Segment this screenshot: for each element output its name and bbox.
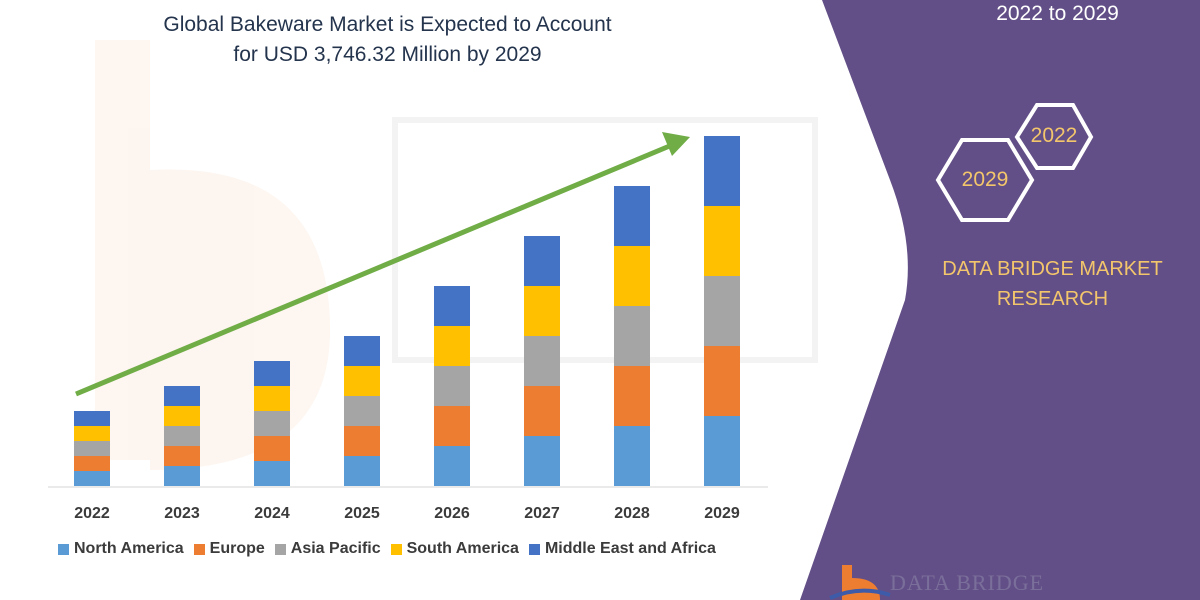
bar-segment-2027-3 [524, 286, 560, 336]
bar-segment-2023-0 [164, 466, 200, 486]
logo-text: DATA BRIDGE [890, 570, 1045, 595]
legend-item: North America [58, 540, 184, 558]
bar-segment-2026-1 [434, 406, 470, 446]
legend-label: Europe [209, 540, 265, 557]
bar-segment-2023-2 [164, 426, 200, 446]
x-tick-label: 2028 [614, 505, 650, 522]
bar-segment-2022-0 [74, 471, 110, 486]
bar-segment-2028-2 [614, 306, 650, 366]
bar-segment-2029-1 [704, 346, 740, 416]
bar-segment-2023-3 [164, 406, 200, 426]
x-tick-label: 2027 [524, 505, 560, 522]
bar-segment-2024-4 [254, 361, 290, 386]
bar-segment-2022-4 [74, 411, 110, 426]
legend-label: Middle East and Africa [544, 540, 716, 557]
title-line-2: for USD 3,746.32 Million by 2029 [233, 43, 542, 66]
legend-swatch [58, 543, 69, 555]
bar-segment-2027-1 [524, 386, 560, 436]
bar-segment-2028-1 [614, 366, 650, 426]
x-tick-label: 2022 [74, 505, 110, 522]
bar-segment-2027-0 [524, 436, 560, 486]
x-tick-label: 2024 [254, 505, 290, 522]
page-title: Global Bakeware Market is Expected to Ac… [90, 10, 685, 70]
legend-label: South America [406, 540, 519, 557]
bar-segment-2022-1 [74, 456, 110, 471]
legend-swatch [528, 543, 540, 555]
bar-segment-2023-1 [164, 446, 200, 466]
bar-segment-2025-1 [344, 426, 380, 456]
chart-legend: North America Europe Asia Pacific South Ame… [58, 540, 716, 558]
bar-segment-2029-3 [704, 206, 740, 276]
bar-segment-2024-2 [254, 411, 290, 436]
legend-item: Middle East and Africa [528, 540, 716, 558]
bar-segment-2025-0 [344, 456, 380, 486]
brand-line-1: DATA BRIDGE MARKET [942, 258, 1163, 280]
legend-swatch [274, 543, 286, 555]
bar-segment-2029-2 [704, 276, 740, 346]
bar-segment-2024-1 [254, 436, 290, 461]
bar-segment-2024-3 [254, 386, 290, 411]
bar-segment-2025-3 [344, 366, 380, 396]
hexagon-2022 [1014, 103, 1094, 170]
bar-segment-2026-4 [434, 286, 470, 326]
bar-segment-2028-4 [614, 186, 650, 246]
bar-segment-2022-3 [74, 426, 110, 441]
bar-segment-2027-4 [524, 236, 560, 286]
bar-segment-2028-3 [614, 246, 650, 306]
forecast-range: 2022 to 2029 [996, 2, 1119, 25]
hex-label-2022: 2022 [1030, 124, 1078, 147]
data-bridge-logo-icon [829, 565, 891, 600]
x-tick-label: 2026 [434, 505, 470, 522]
bar-segment-2029-0 [704, 416, 740, 486]
legend-swatch [390, 543, 402, 555]
trend-arrow [75, 132, 690, 397]
legend-label: North America [74, 540, 184, 557]
bar-segment-2027-2 [524, 336, 560, 386]
bar-segment-2022-2 [74, 441, 110, 456]
hexagon-2029 [935, 138, 1035, 222]
legend-item: South America [390, 540, 519, 558]
bar-segment-2023-4 [164, 386, 200, 406]
bar-segment-2026-2 [434, 366, 470, 406]
legend-item: Asia Pacific [274, 540, 381, 558]
title-line-1: Global Bakeware Market is Expected to Ac… [163, 13, 612, 36]
bar-segment-2028-0 [614, 426, 650, 486]
legend-item: Europe [193, 540, 265, 558]
bar-segment-2029-4 [704, 136, 740, 206]
x-tick-label: 2025 [344, 505, 380, 522]
bar-segment-2026-3 [434, 326, 470, 366]
x-tick-label: 2029 [704, 505, 740, 522]
hex-label-2029: 2029 [961, 168, 1009, 191]
bar-segment-2025-4 [344, 336, 380, 366]
brand-name: DATA BRIDGE MARKET RESEARCH [920, 254, 1185, 314]
x-tick-label: 2023 [164, 505, 200, 522]
side-panel-background [800, 0, 1200, 600]
legend-label: Asia Pacific [290, 540, 381, 557]
bar-segment-2026-0 [434, 446, 470, 486]
brand-line-2: RESEARCH [996, 288, 1109, 310]
bar-segment-2025-2 [344, 396, 380, 426]
legend-swatch [193, 543, 205, 555]
bar-segment-2024-0 [254, 461, 290, 486]
